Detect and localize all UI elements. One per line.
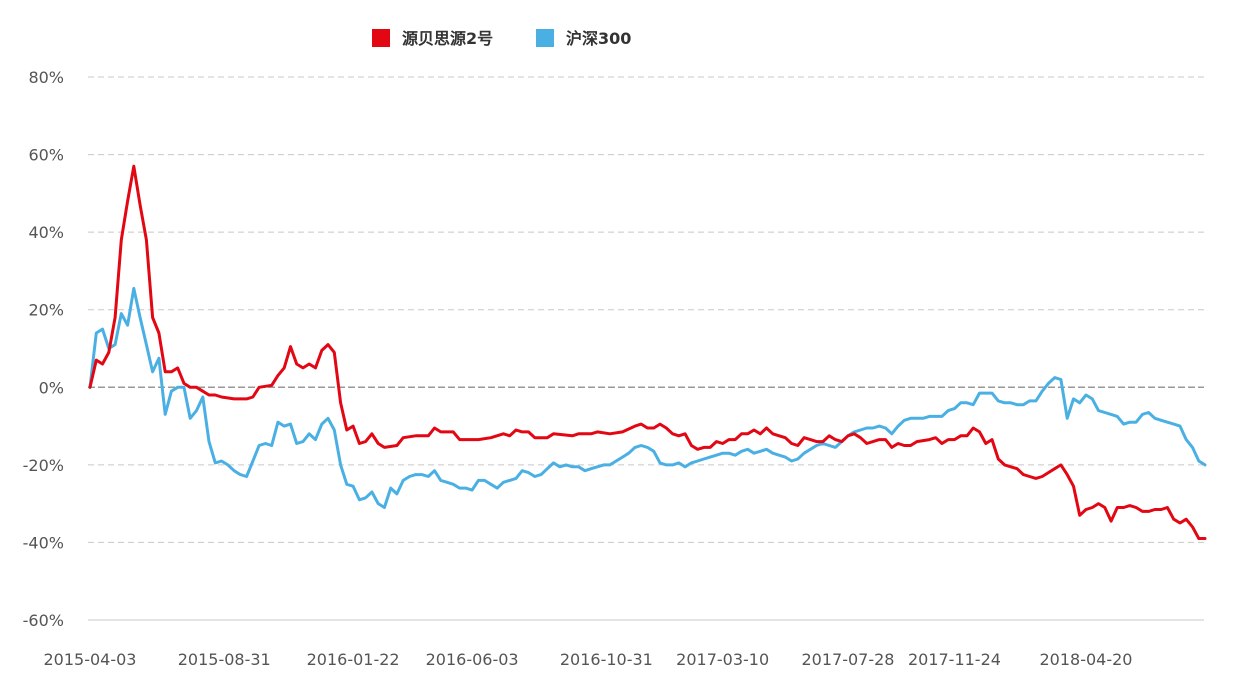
series-line [88, 164, 1207, 540]
y-tick-label: 20% [28, 301, 64, 320]
y-tick-label: 80% [28, 68, 64, 87]
legend-swatch [372, 29, 390, 47]
legend: 源贝思源2号 沪深300 [372, 29, 631, 48]
x-tick-label: 2016-01-22 [307, 650, 400, 669]
series-layer [88, 164, 1207, 540]
y-tick-label: 60% [28, 146, 64, 165]
x-axis: 2015-04-03 2015-08-31 2016-01-22 2016-06-03… [44, 619, 1204, 669]
x-tick-label: 2015-04-03 [44, 650, 137, 669]
y-tick-label: -20% [23, 456, 64, 475]
x-tick-label: 2018-04-20 [1040, 650, 1133, 669]
series-line [88, 286, 1207, 509]
y-tick-label: 0% [39, 378, 64, 397]
legend-label: 沪深300 [566, 29, 631, 48]
y-tick-label: -60% [23, 611, 64, 630]
y-tick-label: 40% [28, 223, 64, 242]
y-tick-label: -40% [23, 533, 64, 552]
x-tick-label: 2016-10-31 [560, 650, 653, 669]
legend-label: 源贝思源2号 [402, 29, 493, 48]
x-tick-label: 2017-07-28 [801, 650, 894, 669]
grid-layer [88, 76, 1204, 621]
x-tick-label: 2017-03-10 [676, 650, 769, 669]
x-tick-label: 2017-11-24 [908, 650, 1001, 669]
x-tick-label: 2015-08-31 [178, 650, 271, 669]
legend-swatch [536, 29, 554, 47]
x-tick-label: 2016-06-03 [426, 650, 519, 669]
y-axis: 80% 60% 40% 20% 0% -20% -40% -60% [23, 68, 64, 630]
